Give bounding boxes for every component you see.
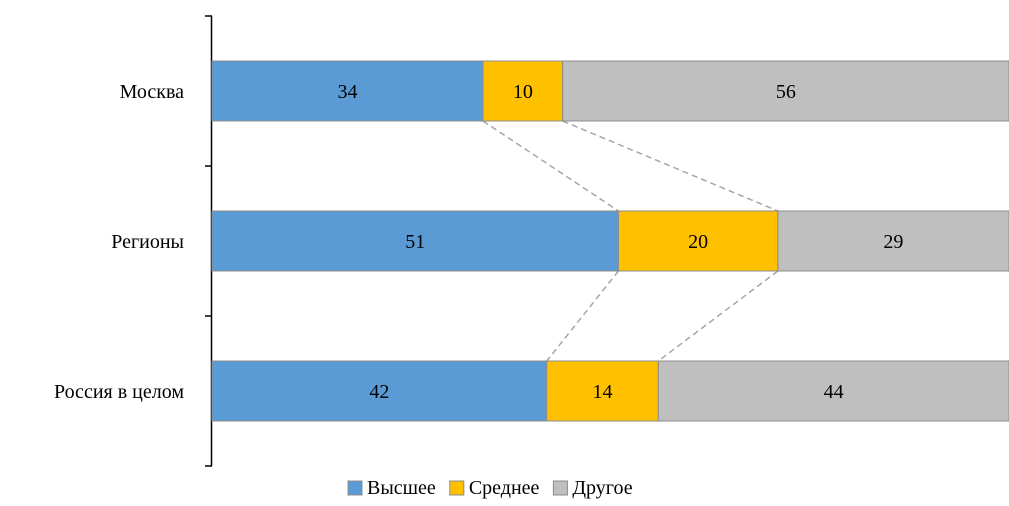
legend-swatch-среднее bbox=[449, 480, 465, 496]
data-label: 29 bbox=[883, 231, 903, 253]
data-label: 42 bbox=[369, 381, 389, 403]
bar-высшее-1 bbox=[211, 60, 484, 122]
legend: Высшее Среднее Другое bbox=[347, 477, 633, 499]
series-line bbox=[657, 270, 779, 362]
legend-label: Высшее bbox=[367, 477, 436, 499]
bar-другое-1 bbox=[562, 60, 1009, 122]
data-label: 34 bbox=[337, 81, 357, 103]
data-label: 56 bbox=[776, 81, 796, 103]
legend-swatch-другое bbox=[552, 480, 568, 496]
data-label: 14 bbox=[593, 381, 613, 403]
bar-высшее-3 bbox=[211, 360, 548, 422]
bar-высшее-2 bbox=[211, 210, 619, 272]
category-label: Россия в целом bbox=[54, 381, 184, 403]
legend-label: Среднее bbox=[469, 477, 540, 499]
category-label: Москва bbox=[120, 81, 185, 103]
bar-другое-3 bbox=[657, 360, 1009, 422]
data-label: 20 bbox=[688, 231, 708, 253]
series-line bbox=[562, 120, 779, 212]
series-line bbox=[546, 270, 620, 362]
category-axis bbox=[205, 15, 213, 467]
bar-среднее-2 bbox=[617, 210, 779, 272]
data-label: 44 bbox=[824, 381, 844, 403]
series-lines bbox=[482, 120, 779, 362]
legend-swatch-высшее bbox=[347, 480, 363, 496]
series-line bbox=[482, 120, 619, 212]
bar-другое-2 bbox=[777, 210, 1009, 272]
data-label: 51 bbox=[405, 231, 425, 253]
data-label: 10 bbox=[513, 81, 533, 103]
bar-среднее-3 bbox=[546, 360, 659, 422]
legend-label: Другое bbox=[572, 477, 632, 499]
labels: 34 10 56 Москва 51 20 29 Регионы 42 14 44 Россия в … bbox=[54, 81, 903, 403]
bar-среднее-1 bbox=[482, 60, 564, 122]
category-label: Регионы bbox=[111, 231, 184, 253]
bars bbox=[211, 60, 1009, 422]
